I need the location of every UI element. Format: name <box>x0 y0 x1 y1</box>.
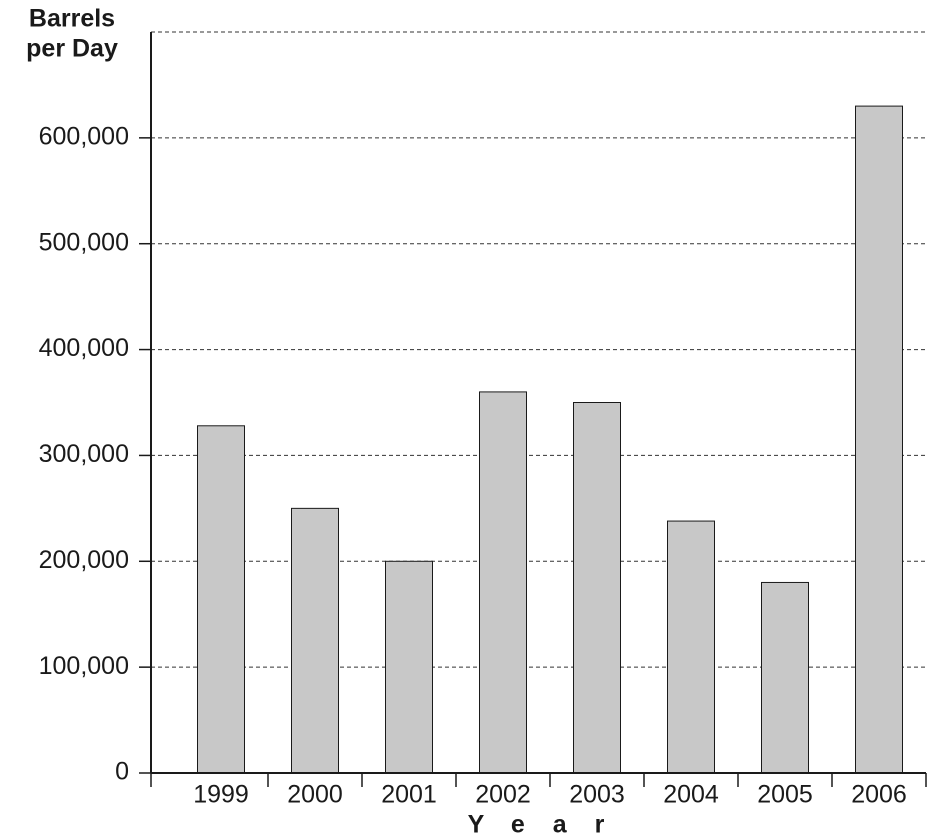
bar <box>385 560 433 774</box>
y-tick-label: 500,000 <box>39 228 129 256</box>
y-tick-label: 0 <box>115 758 129 786</box>
x-axis-label: Year <box>468 811 633 839</box>
x-tick-label: 2002 <box>475 781 531 809</box>
bar <box>291 507 339 774</box>
bar <box>855 105 903 774</box>
bar <box>573 402 621 774</box>
x-tick-label: 2000 <box>287 781 343 809</box>
y-axis-label: Barrels <box>29 5 115 33</box>
bar <box>761 581 809 774</box>
x-tick-label: 2001 <box>381 781 437 809</box>
y-tick-label: 200,000 <box>39 546 129 574</box>
x-tick-label: 2004 <box>663 781 719 809</box>
y-tick-label: 100,000 <box>39 652 129 680</box>
bar <box>197 425 245 774</box>
y-axis-label: per Day <box>26 35 118 63</box>
x-tick-label: 2006 <box>851 781 907 809</box>
x-tick-label: 2003 <box>569 781 625 809</box>
x-tick-label: 2005 <box>757 781 813 809</box>
bar <box>667 520 715 774</box>
y-tick-label: 300,000 <box>39 440 129 468</box>
y-tick-label: 600,000 <box>39 122 129 150</box>
x-tick-label: 1999 <box>193 781 249 809</box>
y-tick-label: 400,000 <box>39 334 129 362</box>
bar <box>479 391 527 774</box>
